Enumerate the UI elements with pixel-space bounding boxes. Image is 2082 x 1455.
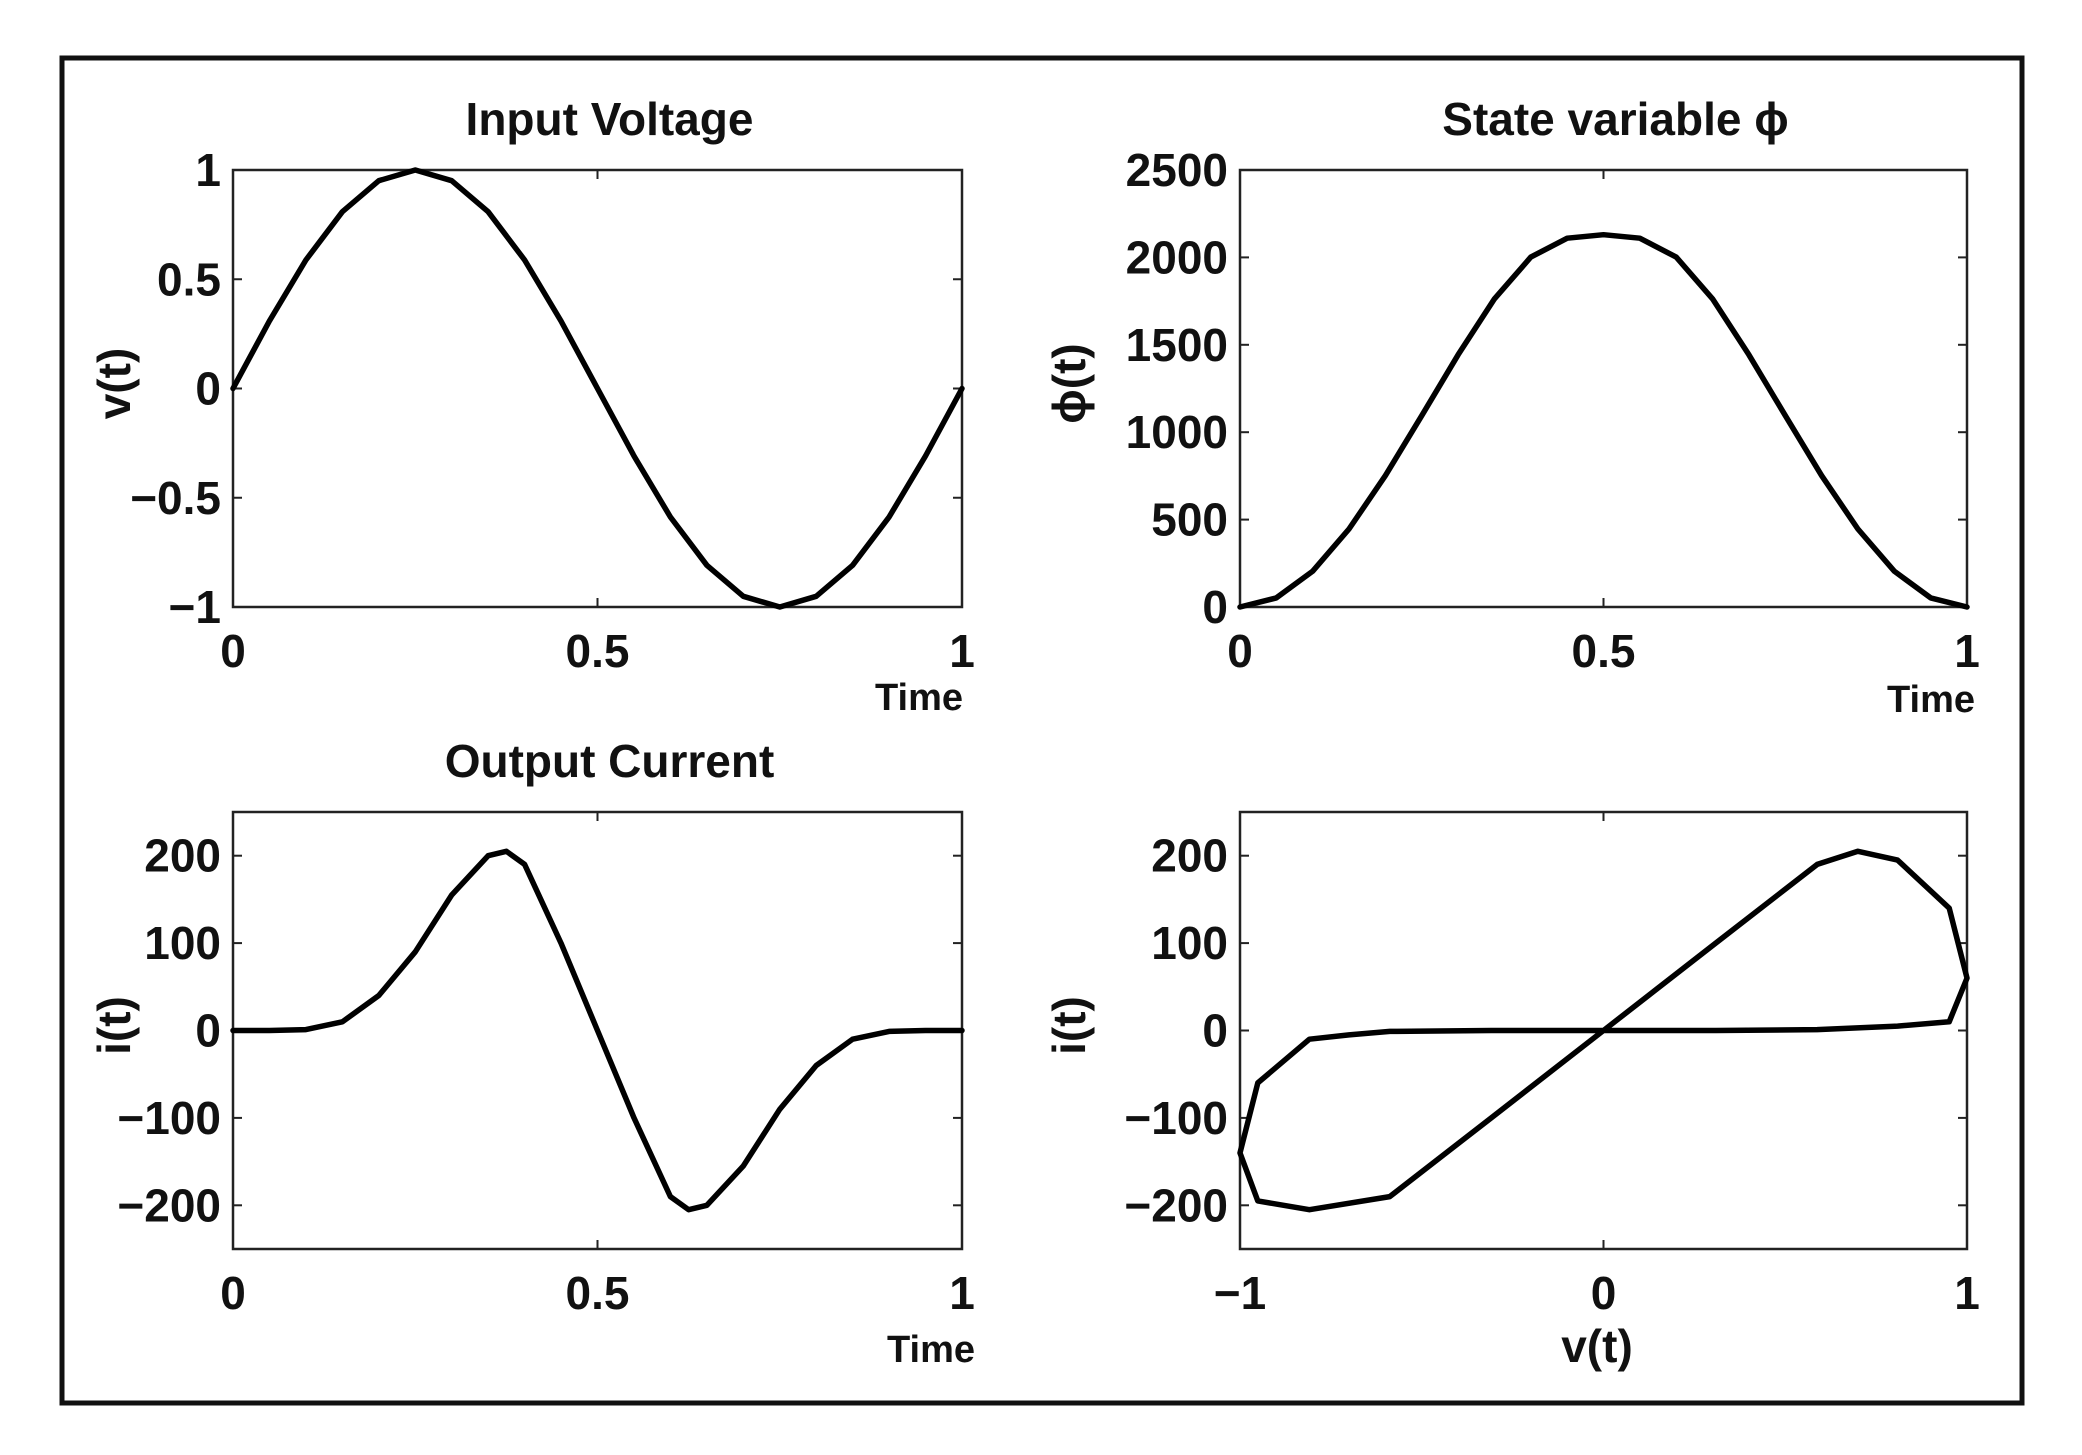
x-tick-label: 0 (220, 1267, 246, 1319)
series-line (1237, 231, 1970, 610)
y-tick-label: 0 (195, 363, 221, 415)
series-line (230, 167, 965, 610)
x-tick-label: −1 (1214, 1267, 1266, 1319)
y-tick-label: 1 (195, 144, 221, 196)
subplot-3: 200 100 0 −100 −200 0 0.5 1 Output Current Time i(… (88, 735, 975, 1371)
y-tick-label: 500 (1151, 494, 1228, 546)
y-tick-label: 0 (1202, 1005, 1228, 1057)
x-tick-label: 0 (1227, 625, 1253, 677)
y-tick-label: −0.5 (130, 472, 221, 524)
x-axis-label: v(t) (1561, 1320, 1633, 1372)
subplot-4: 200 100 0 −100 −200 −1 0 1 v(t) i(t) (1043, 810, 1980, 1372)
x-tick-label: 0 (1591, 1267, 1617, 1319)
chart-title: Output Current (445, 735, 775, 787)
y-tick-label: −100 (117, 1092, 221, 1144)
subplot-2: 2500 2000 1500 1000 500 00 0.5 1 State variable … (1043, 93, 1980, 721)
y-tick-label: 1500 (1126, 319, 1228, 371)
figure-frame (59, 55, 2025, 1406)
chart-title: State variable ϕ (1442, 93, 1788, 145)
y-tick-label: −1 (169, 581, 221, 633)
x-axis-label: Time (875, 677, 963, 719)
x-axis-label: Time (887, 1329, 975, 1371)
y-tick-label: 100 (144, 917, 221, 969)
x-tick-label: 1 (949, 625, 975, 677)
series-line (1237, 848, 1970, 1213)
x-tick-label: 0 (220, 625, 246, 677)
y-axis-label: i(t) (1043, 996, 1095, 1055)
chart-title: Input Voltage (466, 93, 754, 145)
y-tick-label: 0 (195, 1005, 221, 1057)
y-tick-label: 0.5 (157, 253, 221, 305)
y-tick-label: 2000 (1126, 231, 1228, 283)
x-tick-label: 0.5 (566, 625, 630, 677)
y-tick-label: −200 (117, 1179, 221, 1231)
y-axis-label: i(t) (88, 996, 140, 1055)
x-tick-label: 1 (1954, 625, 1980, 677)
x-axis-label: Time (1887, 679, 1975, 721)
y-tick-label: 200 (1151, 830, 1228, 882)
y-axis-label: ϕ(t) (1043, 343, 1095, 423)
x-tick-label: 1 (949, 1267, 975, 1319)
y-tick-label: −100 (1124, 1092, 1228, 1144)
y-tick-label: −200 (1124, 1179, 1228, 1231)
x-tick-label: 0.5 (1572, 625, 1636, 677)
y-tick-label: 1000 (1126, 406, 1228, 458)
y-tick-label: 100 (1151, 917, 1228, 969)
y-tick-label: 200 (144, 830, 221, 882)
series-line (230, 848, 965, 1213)
x-tick-label: 0.5 (566, 1267, 630, 1319)
y-axis-label: v(t) (88, 348, 140, 420)
x-tick-label: 1 (1954, 1267, 1980, 1319)
y-tick-label: 0 (1202, 581, 1228, 633)
y-tick-label: 2500 (1126, 144, 1228, 196)
